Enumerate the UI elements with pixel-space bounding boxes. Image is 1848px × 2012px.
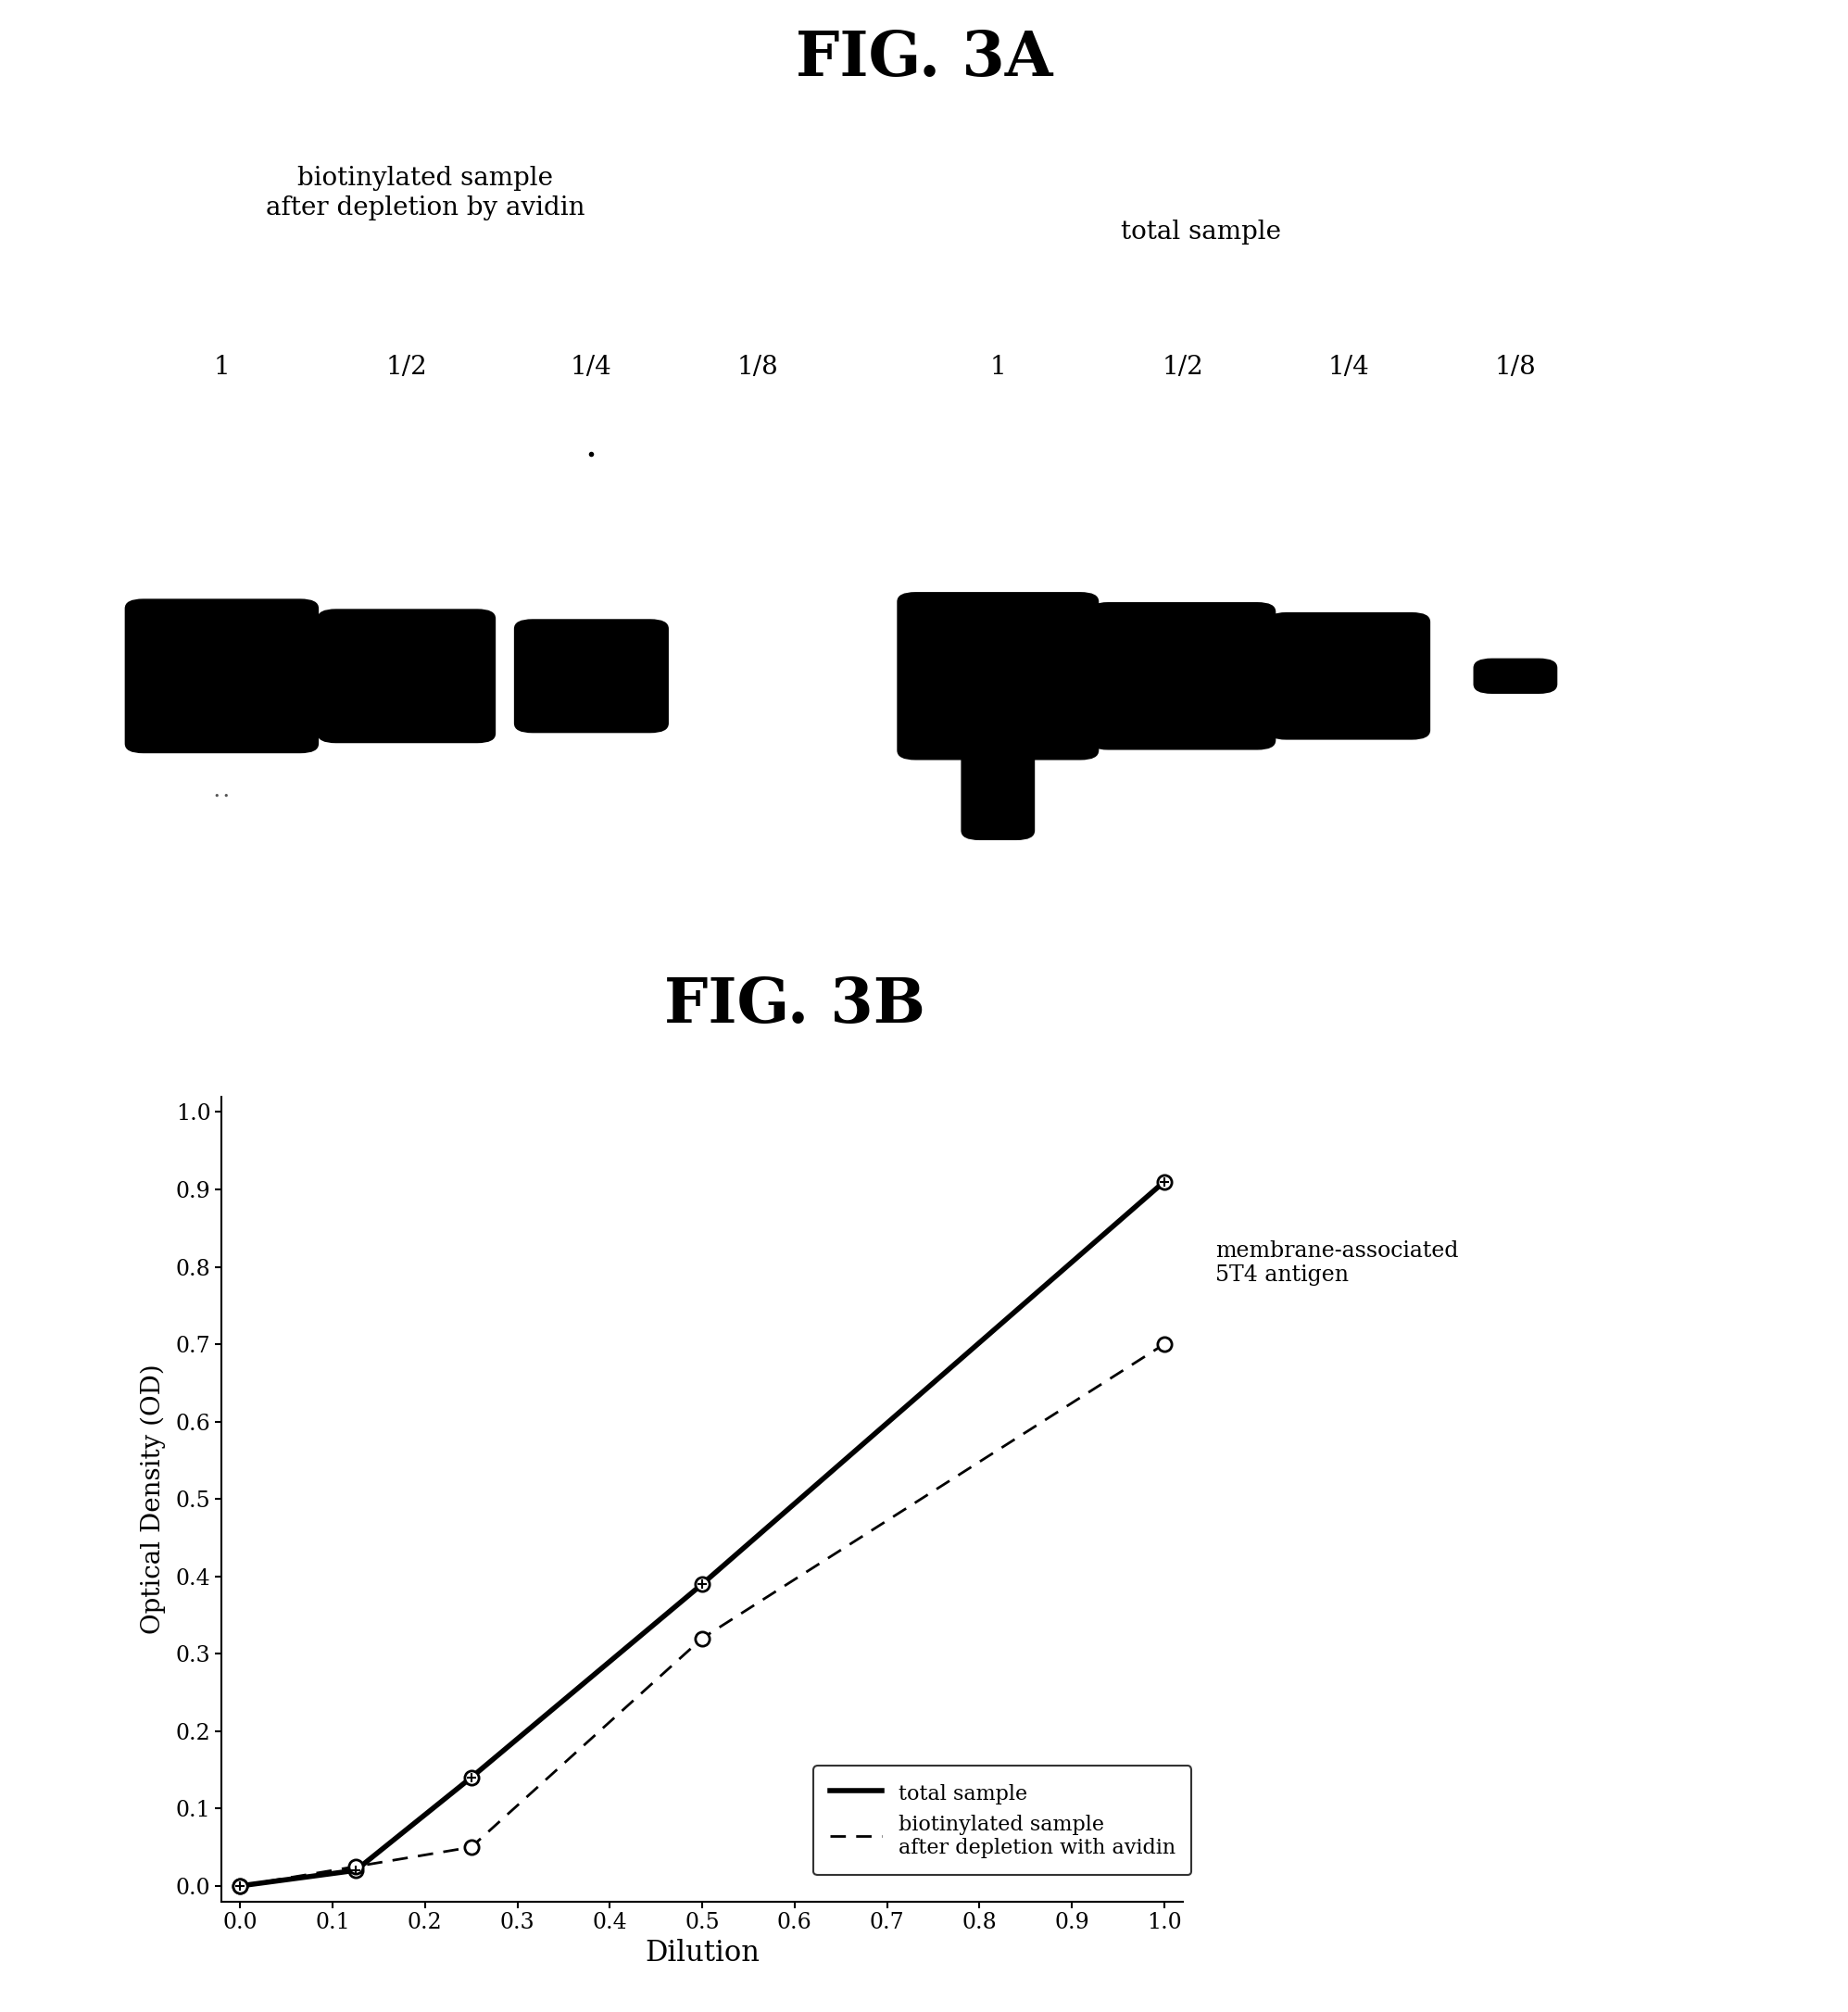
Text: 1/4: 1/4 bbox=[1329, 354, 1369, 380]
Text: 1/2: 1/2 bbox=[386, 354, 427, 380]
Text: 1/8: 1/8 bbox=[1495, 354, 1536, 380]
FancyBboxPatch shape bbox=[1090, 602, 1275, 750]
FancyBboxPatch shape bbox=[961, 744, 1035, 841]
Text: 1/2: 1/2 bbox=[1162, 354, 1203, 380]
Text: FIG. 3B: FIG. 3B bbox=[663, 976, 926, 1036]
Text: membrane-associated
5T4 antigen: membrane-associated 5T4 antigen bbox=[1216, 1239, 1458, 1286]
Text: FIG. 3A: FIG. 3A bbox=[795, 28, 1053, 89]
Text: • •: • • bbox=[214, 793, 229, 801]
FancyBboxPatch shape bbox=[896, 592, 1100, 761]
Text: biotinylated sample
after depletion by avidin: biotinylated sample after depletion by a… bbox=[266, 167, 584, 219]
FancyBboxPatch shape bbox=[1268, 612, 1430, 740]
FancyBboxPatch shape bbox=[1473, 658, 1558, 694]
FancyBboxPatch shape bbox=[124, 600, 318, 752]
Text: 1/8: 1/8 bbox=[737, 354, 778, 380]
Legend: total sample, biotinylated sample
after depletion with avidin: total sample, biotinylated sample after … bbox=[813, 1767, 1192, 1875]
Text: 1: 1 bbox=[214, 354, 229, 380]
FancyBboxPatch shape bbox=[514, 620, 669, 732]
X-axis label: Dilution: Dilution bbox=[645, 1940, 760, 1968]
FancyBboxPatch shape bbox=[318, 610, 495, 742]
Y-axis label: Optical Density (OD): Optical Density (OD) bbox=[140, 1364, 166, 1634]
Text: 1: 1 bbox=[991, 354, 1005, 380]
Text: 1/4: 1/4 bbox=[571, 354, 612, 380]
Text: total sample: total sample bbox=[1122, 219, 1281, 243]
